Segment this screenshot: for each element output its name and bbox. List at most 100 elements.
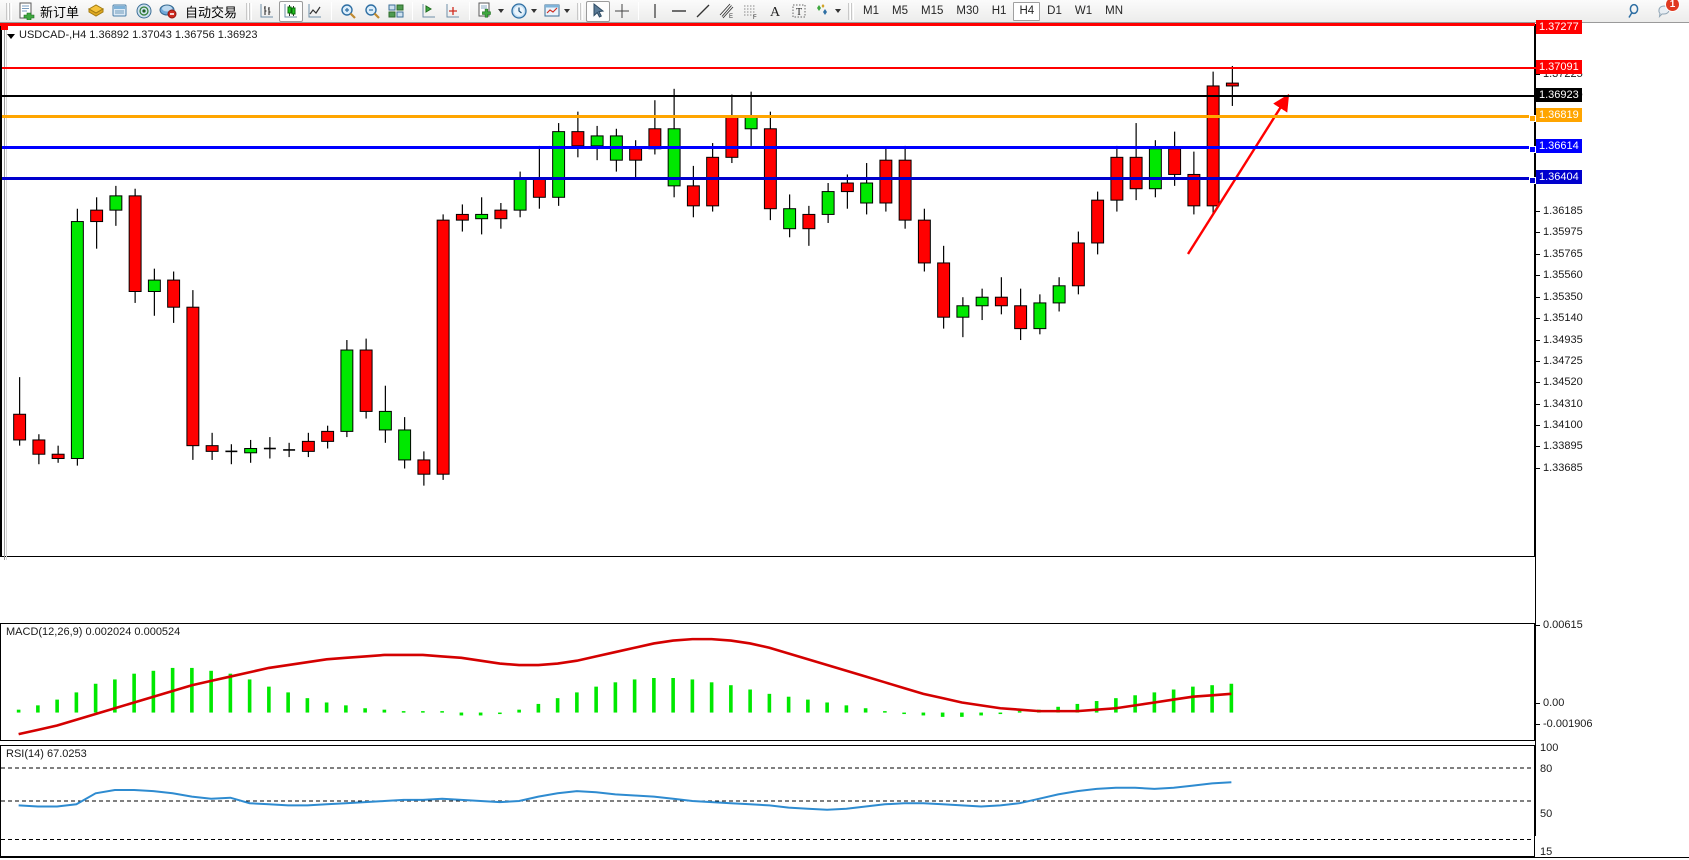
price-tag-support-blue-lower[interactable]: 1.36404 <box>1536 170 1582 184</box>
pane-resize-handle[interactable] <box>4 27 7 560</box>
vertical-line-button[interactable] <box>643 1 667 22</box>
market-watch-button[interactable] <box>84 1 108 22</box>
navigator-button[interactable] <box>132 1 156 22</box>
timeframe-m1-button[interactable]: M1 <box>863 5 880 17</box>
terminal-button[interactable] <box>156 1 180 22</box>
indicators-chevron-down-icon[interactable] <box>498 9 505 13</box>
candlestick <box>898 145 912 229</box>
templates-chevron-down-icon[interactable] <box>564 9 571 13</box>
price-line-resistance-red[interactable] <box>2 67 1537 69</box>
indicators-button[interactable] <box>474 1 507 22</box>
timeframe-d1-button[interactable]: D1 <box>1047 5 1062 17</box>
rsi-canvas <box>1 767 1534 840</box>
chart-area[interactable]: USDCAD-,H4 1.36892 1.37043 1.36756 1.369… <box>0 20 1689 860</box>
toolbar-grip-2[interactable] <box>245 2 253 21</box>
macd-histogram-bar <box>1133 695 1137 713</box>
candlestick-chart-button[interactable] <box>279 0 304 22</box>
templates-button[interactable] <box>540 1 573 22</box>
macd-histogram-bar <box>921 712 926 716</box>
macd-histogram-bar <box>806 699 810 713</box>
periods-chevron-down-icon[interactable] <box>531 9 538 13</box>
price-line-anchor[interactable] <box>1529 146 1536 153</box>
toolbar-grip-4[interactable] <box>847 2 855 21</box>
new-order-button[interactable]: 新订单 <box>15 1 84 22</box>
macd-histogram-bar <box>786 696 791 713</box>
equidistant-channel-button[interactable]: E <box>715 1 739 22</box>
timeframe-mn-button[interactable]: MN <box>1105 5 1123 17</box>
candlestick-chart-icon <box>284 4 298 18</box>
timeframe-m30-button[interactable]: M30 <box>956 5 979 17</box>
candlestick <box>1091 191 1105 255</box>
candlestick <box>1225 65 1239 106</box>
fibonacci-button[interactable]: F <box>739 1 763 22</box>
candlestick <box>301 432 315 458</box>
data-window-button[interactable] <box>108 1 132 22</box>
rsi-tick: 15 <box>1540 846 1553 859</box>
line-chart-button[interactable] <box>303 1 327 22</box>
candlestick <box>1129 123 1143 201</box>
periods-clock-icon <box>511 3 527 19</box>
symbol-ohlc-label: USDCAD-,H4 1.36892 1.37043 1.36756 1.369… <box>19 29 258 41</box>
price-line-anchor[interactable] <box>1529 177 1536 184</box>
timeframe-h1-button[interactable]: H1 <box>991 5 1007 17</box>
shapes-button[interactable] <box>811 1 844 22</box>
toolbar-grip-1[interactable] <box>5 2 12 21</box>
toolbar-separator-3 <box>469 2 471 20</box>
macd-histogram-bar <box>324 702 329 713</box>
price-tag-resistance-red[interactable]: 1.37091 <box>1536 60 1582 74</box>
zoom-in-button[interactable] <box>336 1 360 22</box>
rsi-pane[interactable]: RSI(14) 67.0253 <box>0 745 1535 857</box>
timeframe-m5-button[interactable]: M5 <box>892 5 908 17</box>
horizontal-line-button[interactable] <box>667 1 691 22</box>
macd-histogram-bar <box>998 712 1003 715</box>
cursor-button[interactable] <box>586 0 611 22</box>
candlestick <box>667 88 681 198</box>
periods-button[interactable] <box>507 1 540 22</box>
price-tick: 1.36185 <box>1536 205 1583 217</box>
timeframe-m15-button[interactable]: M15 <box>921 5 944 17</box>
macd-histogram-bar <box>555 698 560 713</box>
price-line-support-blue-upper[interactable] <box>2 146 1537 153</box>
search-button[interactable] <box>1623 1 1647 22</box>
auto-trading-button[interactable]: 自动交易 <box>180 1 242 22</box>
svg-text:A: A <box>770 5 781 20</box>
candlestick <box>494 203 508 229</box>
timeframe-w1-button[interactable]: W1 <box>1074 5 1093 17</box>
top-price-line-handle[interactable] <box>1 23 8 30</box>
text-button[interactable]: A <box>763 1 787 22</box>
macd-pane[interactable]: MACD(12,26,9) 0.002024 0.000524 <box>0 623 1535 741</box>
candlestick <box>802 205 816 246</box>
shapes-chevron-down-icon[interactable] <box>835 9 842 13</box>
tile-windows-button[interactable] <box>384 1 408 22</box>
price-tag-current-price-black[interactable]: 1.36923 <box>1536 88 1582 102</box>
zoom-out-button[interactable] <box>360 1 384 22</box>
candlestick <box>455 204 469 232</box>
price-line-level-orange[interactable] <box>2 115 1537 122</box>
chart-shift-button[interactable] <box>417 1 441 22</box>
price-tick: 1.34935 <box>1536 334 1583 346</box>
price-tag-level-orange[interactable]: 1.36819 <box>1536 108 1582 122</box>
timeframe-h4-button[interactable]: H4 <box>1013 1 1041 21</box>
crosshair-button[interactable] <box>610 1 634 22</box>
price-tag-support-blue-upper[interactable]: 1.36614 <box>1536 139 1582 153</box>
price-tag-resistance-upper-red[interactable]: 1.37277 <box>1536 20 1582 34</box>
text-label-button[interactable]: T <box>787 1 811 22</box>
notification-badge: 1 <box>1665 0 1680 12</box>
bar-chart-button[interactable] <box>255 1 279 22</box>
price-pane[interactable]: USDCAD-,H4 1.36892 1.37043 1.36756 1.369… <box>0 24 1537 560</box>
alerts-button[interactable]: 1 <box>1653 0 1680 22</box>
auto-scroll-button[interactable] <box>441 1 465 22</box>
candlestick <box>475 197 489 235</box>
trendline-button[interactable] <box>691 1 715 22</box>
value-axis[interactable]: 1.372251.370151.361851.359751.357651.355… <box>1535 20 1689 860</box>
price-line-anchor[interactable] <box>1529 115 1536 122</box>
price-line-current-price-black[interactable] <box>2 95 1537 97</box>
symbol-dropdown-icon[interactable] <box>7 34 15 39</box>
candlestick <box>840 174 854 209</box>
time-axis[interactable]: 29 Nov 202229 Nov 16:0030 Nov 08:001 Dec… <box>0 857 1689 860</box>
macd-histogram-bar <box>209 670 213 713</box>
svg-text:F: F <box>753 15 757 20</box>
macd-histogram-bar <box>652 677 656 713</box>
toolbar-grip-3[interactable] <box>576 2 584 21</box>
price-line-support-blue-lower[interactable] <box>2 177 1537 184</box>
